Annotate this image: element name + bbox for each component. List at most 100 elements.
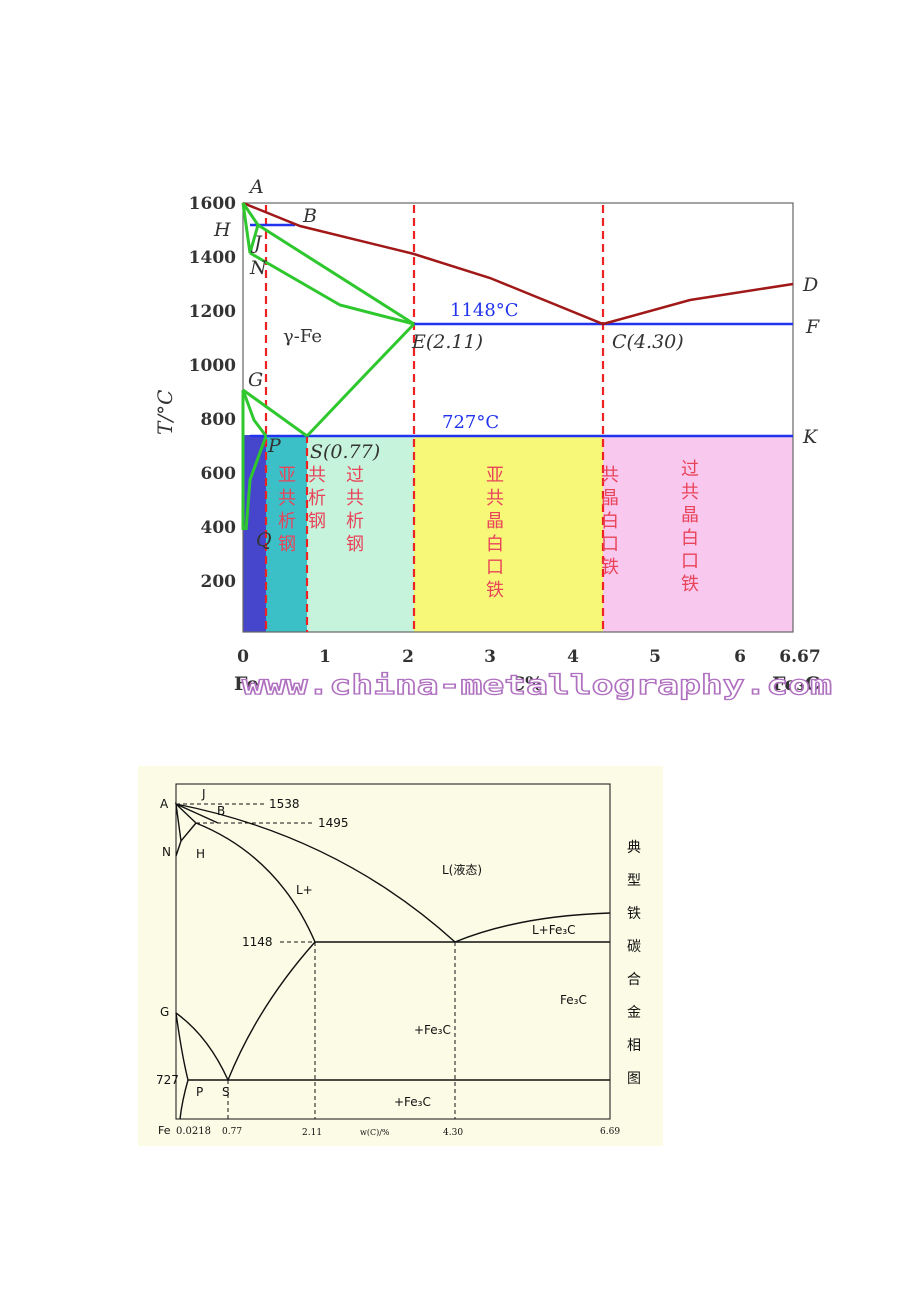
- x-label-0218: 0.0218: [176, 1126, 211, 1137]
- label-D: D: [802, 274, 818, 296]
- delta-region: [241, 202, 260, 254]
- zone-char: 铁: [601, 557, 619, 578]
- y-tick-1600: 1600: [189, 194, 236, 214]
- zone-char: 晶: [486, 511, 504, 532]
- x-axis-ticks: 0 1 2 3 4 5 6 6.67: [237, 647, 821, 667]
- solidus-je: [195, 822, 316, 943]
- diagram-lines: [175, 802, 611, 1120]
- delta-boundary: [175, 802, 197, 843]
- gp-line: [241, 389, 268, 437]
- x-tick-6: 6: [734, 647, 746, 667]
- label-B: B: [302, 205, 317, 227]
- side-title-char: 碳: [627, 939, 641, 955]
- side-title-char: 铁: [627, 906, 641, 922]
- zone-char: 口: [486, 557, 504, 578]
- label-1538: 1538: [269, 797, 300, 811]
- zone-char: 共: [681, 482, 699, 503]
- y-tick-1400: 1400: [189, 248, 236, 268]
- x-axis-label: w(C)/%: [360, 1128, 390, 1137]
- zone-char: 口: [601, 534, 619, 555]
- side-title-char: 图: [627, 1071, 641, 1087]
- gs-line: [242, 388, 308, 438]
- zone-char: 铁: [681, 574, 699, 595]
- label-1148: 1148: [242, 935, 273, 949]
- zone-char: 白: [486, 534, 504, 555]
- es-line: [305, 322, 416, 438]
- gs-line: [175, 1012, 229, 1081]
- label-G: G: [160, 1005, 169, 1019]
- liquidus-cd: [454, 912, 611, 943]
- x-label-077: 0.77: [222, 1127, 242, 1137]
- composition-dividers: [264, 205, 605, 632]
- label-S: S(0.77): [310, 441, 380, 463]
- fe-c-phase-diagram-color: 1600 1400 1200 1000 800 600 400 200 T/°C…: [153, 176, 833, 702]
- zone-char: 钢: [346, 534, 364, 555]
- zone-char: 晶: [601, 488, 619, 509]
- side-title-char: 型: [627, 873, 641, 889]
- zone-char: 共: [486, 488, 504, 509]
- solidus-je: [257, 223, 415, 326]
- zone-char: 析: [278, 511, 296, 532]
- pq-line: [244, 435, 268, 531]
- y-tick-600: 600: [201, 464, 237, 484]
- label-1148: 1148°C: [450, 300, 519, 321]
- label-P: P: [267, 435, 282, 457]
- zone-hypereutectic: 过 共 晶 白 口 铁: [681, 459, 699, 595]
- point-labels: A B H J N D F E(2.11) C(4.30) G S(0.77) …: [213, 176, 820, 551]
- zone-mint: [307, 435, 414, 632]
- label-F: F: [805, 316, 820, 338]
- es-line: [227, 941, 316, 1081]
- hn-line: [175, 840, 182, 857]
- side-title-char: 相: [627, 1038, 641, 1054]
- zone-eutectic: 共 晶 白 口 铁: [601, 465, 619, 578]
- label-liquid: L(液态): [442, 862, 482, 877]
- x-tick-2: 2: [402, 647, 414, 667]
- label-C: C(4.30): [612, 331, 684, 353]
- zone-labels: 亚 共 析 钢 共 析 钢 过 共 析 钢 亚 共 晶 白 口 铁 共 晶 白: [278, 459, 699, 601]
- ab-line: [175, 803, 219, 824]
- zone-char: 钢: [308, 511, 326, 532]
- zone-char: 白: [601, 511, 619, 532]
- liquidus-line: [242, 201, 794, 326]
- zone-eutectoid: 共 析 钢: [308, 465, 326, 532]
- zone-hypoeutectoid: 亚 共 析 钢: [278, 465, 296, 555]
- side-title: 典 型 铁 碳 合 金 相 图: [627, 840, 641, 1087]
- y-tick-1200: 1200: [189, 302, 236, 322]
- pq-line: [179, 1079, 189, 1120]
- label-N: N: [162, 845, 171, 859]
- label-plus-fe3c-1: +Fe₃C: [414, 1023, 451, 1037]
- label-S: S: [222, 1085, 230, 1099]
- zone-char: 铁: [486, 580, 504, 601]
- y-axis-ticks: 1600 1400 1200 1000 800 600 400 200: [189, 194, 236, 592]
- y-axis-label: T/°C: [153, 390, 177, 435]
- x-tick-5: 5: [649, 647, 661, 667]
- zone-char: 过: [681, 459, 699, 480]
- liquidus-ac: [175, 803, 456, 943]
- gamma-ne: [249, 251, 415, 326]
- x-tick-6-67: 6.67: [779, 647, 820, 667]
- zone-char: 析: [308, 488, 326, 509]
- zone-pink: [603, 435, 793, 632]
- x-tick-3: 3: [484, 647, 496, 667]
- x-label-fe: Fe: [158, 1124, 171, 1137]
- label-l-fe3c: L+Fe₃C: [532, 923, 576, 937]
- label-E: E(2.11): [411, 331, 483, 353]
- label-1495: 1495: [318, 816, 349, 830]
- label-H: H: [213, 219, 231, 241]
- label-K: K: [802, 426, 819, 448]
- x-label-669: 6.69: [600, 1127, 620, 1137]
- x-label-211: 2.11: [302, 1128, 322, 1138]
- y-tick-1000: 1000: [189, 356, 236, 376]
- zone-char: 过: [346, 465, 364, 486]
- zone-char: 亚: [486, 465, 504, 486]
- label-B: B: [217, 804, 225, 818]
- zone-char: 共: [346, 488, 364, 509]
- zone-char: 共: [308, 465, 326, 486]
- zone-cyan: [266, 435, 307, 632]
- side-title-char: 合: [627, 972, 641, 988]
- zone-char: 共: [601, 465, 619, 486]
- label-J: J: [250, 232, 263, 254]
- y-tick-400: 400: [201, 518, 237, 538]
- x-right-label: Fe₃C: [772, 673, 820, 695]
- plot-frame: [175, 783, 611, 1120]
